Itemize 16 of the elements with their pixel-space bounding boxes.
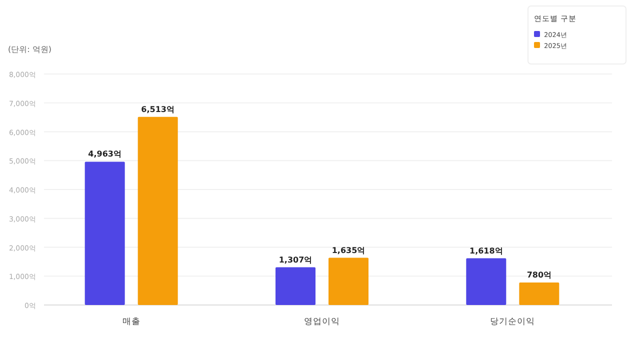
- bar: [328, 258, 368, 305]
- bar: [519, 282, 560, 305]
- data-label: 1,618억: [470, 246, 503, 256]
- y-axis-title: (단위: 억원): [8, 45, 52, 54]
- data-label: 1,307억: [278, 255, 312, 264]
- data-label: 1,635억: [332, 246, 366, 255]
- bar: [138, 116, 178, 305]
- x-tick-label: 당기순이익: [490, 317, 536, 327]
- bar: [84, 162, 125, 305]
- data-label: 6,513억: [141, 104, 174, 114]
- bar: [276, 267, 316, 305]
- bar: [466, 258, 506, 305]
- data-label: 4,963억: [88, 150, 122, 159]
- x-tick-label: 영업이익: [304, 317, 340, 327]
- data-label: 780억: [526, 270, 552, 280]
- x-tick-label: 매출: [122, 317, 140, 327]
